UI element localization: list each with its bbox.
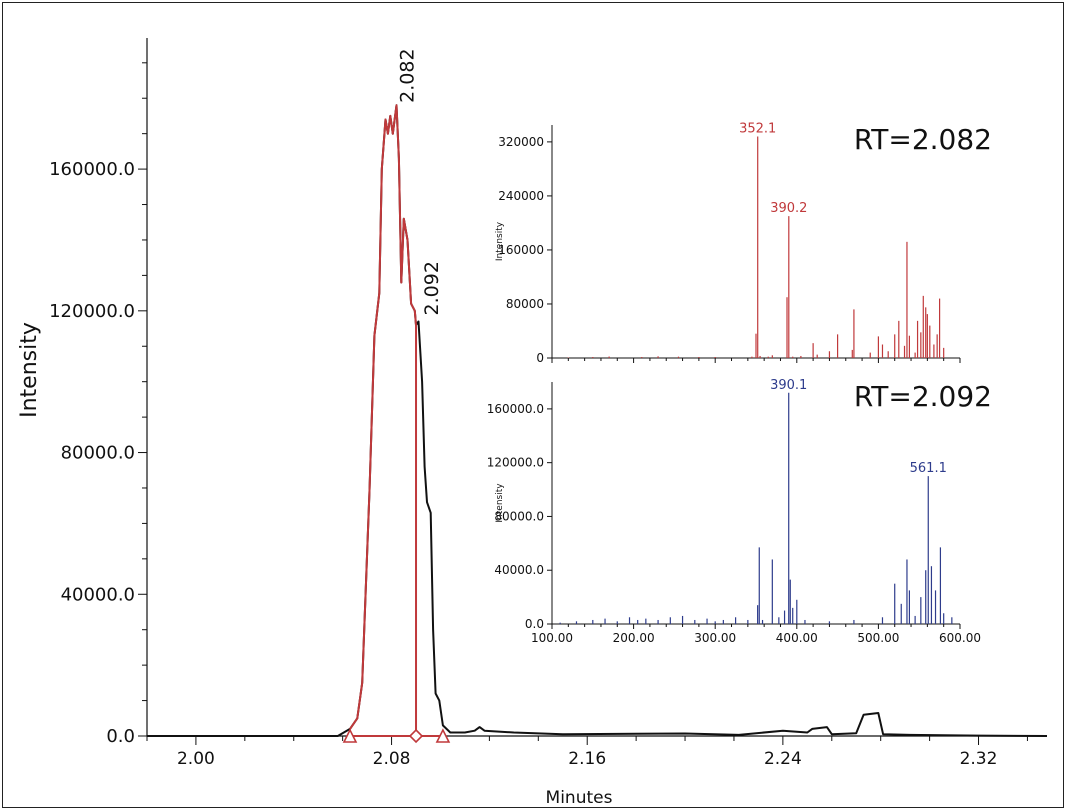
y-axis-label: Intensity bbox=[17, 322, 42, 418]
x-axis-label: Minutes bbox=[546, 788, 613, 808]
inset-x-tick-label: 200.00 bbox=[613, 631, 655, 645]
x-tick-label: 2.00 bbox=[177, 749, 215, 769]
integration-end-marker bbox=[435, 728, 451, 743]
inset-x-tick-label: 400.00 bbox=[776, 631, 818, 645]
spectrum-peak-label: 390.1 bbox=[770, 378, 807, 393]
inset-y-tick-label: 320000 bbox=[498, 135, 544, 149]
y-tick-label: 80000.0 bbox=[61, 443, 135, 464]
x-tick-label: 2.24 bbox=[764, 749, 802, 769]
main-ticks: 0.0 40000.0 80000.0 120000.0 160000.0 2.00 2.0… bbox=[49, 62, 1028, 769]
main-series bbox=[147, 104, 1048, 737]
x-tick-label: 2.32 bbox=[960, 749, 998, 769]
inset-x-tick-label: 300.00 bbox=[694, 631, 736, 645]
inset-y-axis-label: Intensity bbox=[495, 483, 505, 523]
peak-label: 2.082 bbox=[396, 48, 418, 102]
y-tick-label: 160000.0 bbox=[49, 159, 135, 180]
inset-y-tick-label: 160000 bbox=[498, 243, 544, 257]
inset-x-tick-label: 600.00 bbox=[939, 631, 981, 645]
y-tick-label: 40000.0 bbox=[61, 584, 135, 605]
spectrum-peak-label: 561.1 bbox=[910, 461, 947, 476]
inset-y-tick-label: 240000 bbox=[498, 189, 544, 203]
y-tick-label: 0.0 bbox=[106, 726, 135, 747]
integration-start-marker bbox=[342, 728, 358, 743]
integration-apex-marker bbox=[408, 728, 424, 744]
chromatogram-trace-line bbox=[147, 104, 1048, 737]
inset-x-tick-label: 500.00 bbox=[857, 631, 899, 645]
inset-y-tick-label: 160000.0 bbox=[487, 402, 544, 416]
spectrum-peak-label: 390.2 bbox=[770, 201, 807, 216]
inset-y-tick-label: 80000 bbox=[506, 297, 544, 311]
inset-y-tick-label: 120000.0 bbox=[487, 456, 544, 470]
inset-y-axis-label: Intensity bbox=[495, 221, 505, 261]
inset-y-tick-label: 80000.0 bbox=[494, 509, 544, 523]
peak-label: 2.092 bbox=[421, 261, 443, 315]
integration-markers bbox=[342, 324, 451, 744]
integrated-peak-line bbox=[349, 104, 417, 730]
inset-title: RT=2.092 bbox=[854, 380, 992, 413]
inset-x-tick-label: 100.00 bbox=[531, 631, 573, 645]
x-tick-label: 2.08 bbox=[373, 749, 411, 769]
inset-title: RT=2.082 bbox=[854, 123, 992, 156]
x-tick-label: 2.16 bbox=[568, 749, 606, 769]
spectrum-peak-label: 352.1 bbox=[739, 121, 776, 136]
inset-y-tick-label: 0 bbox=[536, 351, 544, 365]
y-tick-label: 120000.0 bbox=[49, 301, 135, 322]
inset-y-tick-label: 0.0 bbox=[525, 617, 544, 631]
inset-spectrum-rt-2092: 0.0 40000.0 80000.0 120000.0 160000.0 Intensi… bbox=[487, 378, 992, 645]
inset-spectrum-rt-2082: 0 80000 160000 240000 320000 Intensity 352.1 39… bbox=[495, 121, 992, 365]
peak-labels: 2.082 2.092 bbox=[396, 48, 442, 315]
inset-y-tick-label: 40000.0 bbox=[494, 563, 544, 577]
